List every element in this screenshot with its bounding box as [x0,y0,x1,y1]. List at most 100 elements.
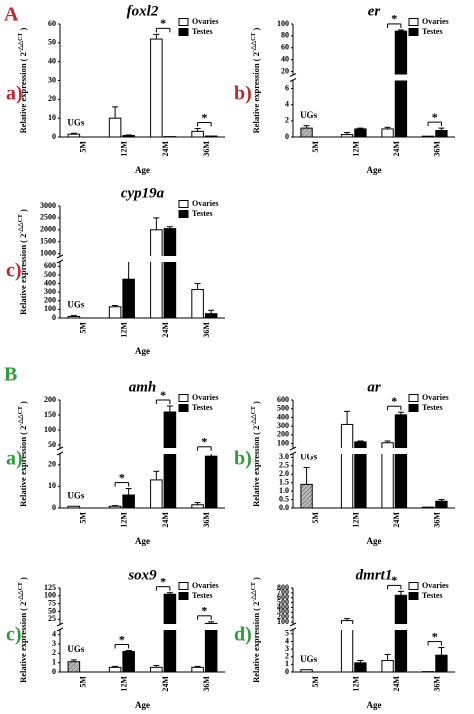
x-tick-label: 12M [120,322,129,338]
x-tick-label: 5M [311,141,320,153]
bar [340,423,354,509]
significance-label: * [160,574,166,588]
bar [122,650,135,673]
bar [204,313,218,319]
y-axis-label-main: Relative expression ( 2 [251,52,261,133]
y-axis-label: Relative expression ( 2-△△CT ) [17,401,28,507]
y-axis-label: Relative expression ( 2-△△CT ) [17,209,28,315]
bar [354,128,367,138]
panel-label: b) [234,448,252,470]
panel-label: a) [6,448,23,470]
y-tick-label: 100 [277,617,289,626]
y-tick-label: 4 [285,636,289,645]
y-axis-label-main: Relative expression ( 2 [251,426,261,507]
legend-swatch [408,404,419,412]
bar [435,654,448,673]
y-axis-label: Relative expression ( 2-△△CT ) [250,27,261,133]
bar [394,594,408,673]
y-tick-label: 100 [44,425,56,434]
y-tick-label: 2 [285,652,289,661]
y-axis-label-main: Relative expression ( 2 [18,234,28,315]
y-tick-label: 2.0 [279,469,289,478]
legend-label: Testes [192,27,213,36]
y-tick-label: 1.0 [279,486,289,495]
y-tick-label: 2000 [40,225,56,234]
y-tick-label: 500 [44,270,56,279]
y-axis-label-sup: -△△CT [250,33,257,53]
y-tick-label: 1 [52,657,56,666]
significance-label: * [391,12,397,26]
y-tick-label: 4 [52,629,56,638]
x-tick-label: 5M [78,512,87,524]
y-axis-label: Relative expression ( 2-△△CT ) [17,577,28,683]
y-tick-label: 300 [277,607,289,616]
y-tick-label: 2 [52,648,56,657]
series-annotation: UGs [300,654,318,664]
y-tick-label: 400 [44,278,56,287]
legend-swatch [408,28,419,36]
bar [122,494,135,509]
x-axis-label: Age [135,346,150,356]
panel-label: a) [6,83,23,105]
legend-label: Ovaries [192,393,219,402]
legend-label: Testes [192,209,213,218]
chart-title: er [368,3,381,19]
y-tick-label: 200 [44,395,56,404]
axis-break-mark [56,627,64,632]
x-tick-label: 12M [120,141,129,157]
series-annotation: UGs [300,110,318,120]
legend-label: Testes [422,403,443,412]
legend-swatch [178,582,189,590]
chart-title: foxl2 [127,3,159,19]
chart-title: ar [367,379,381,395]
axis-break-mark [289,446,297,451]
y-tick-label: 2 [285,116,289,125]
x-axis-label: Age [135,165,150,175]
bar [150,229,163,319]
y-tick-label: 0 [52,313,56,322]
y-tick-label: 125 [44,583,56,592]
x-tick-label: 36M [202,676,211,692]
x-tick-label: 36M [202,141,211,157]
y-tick-label: 2.5 [279,461,289,470]
x-tick-label: 12M [352,141,361,157]
y-axis-label: Relative expression ( 2-△△CT ) [250,577,261,683]
y-axis-label-main: Relative expression ( 2 [251,602,261,683]
legend-swatch [408,394,419,402]
significance-label: * [119,632,125,646]
axis-break-mark [56,446,64,451]
legend-label: Testes [192,403,213,412]
y-tick-label: 1 [285,659,289,668]
y-axis-label-sup: -△△CT [17,406,24,426]
legend-label: Ovaries [192,17,219,26]
bar [163,228,177,319]
y-tick-label: 80 [281,31,289,40]
axis-break-mark [289,622,297,627]
axis-break-gap [57,624,63,630]
axis-break-gap [290,75,296,80]
x-axis-label: Age [367,536,382,546]
y-tick-label: 1.5 [279,478,289,487]
y-tick-label: 500 [277,597,289,606]
y-tick-label: 20 [48,460,56,469]
y-tick-label: 150 [44,410,56,419]
bar [108,117,122,138]
bar [381,128,394,138]
y-tick-label: 0 [285,667,289,676]
y-tick-label: 0 [52,667,56,676]
series-annotation: UGs [300,452,318,462]
y-tick-label: 0.5 [279,494,289,503]
y-tick-label: 200 [277,430,289,439]
axis-break-mark [56,259,64,264]
axis-break-mark [289,73,297,77]
bar [394,414,408,509]
x-tick-label: 36M [433,676,442,692]
y-tick-label: 40 [48,56,56,65]
y-tick-label: 0 [285,132,289,141]
y-tick-label: 20 [48,94,56,103]
y-tick-label: 6 [285,83,289,92]
significance-label: * [201,110,207,124]
bar [204,622,218,673]
y-axis-label-end: ) [18,577,28,582]
